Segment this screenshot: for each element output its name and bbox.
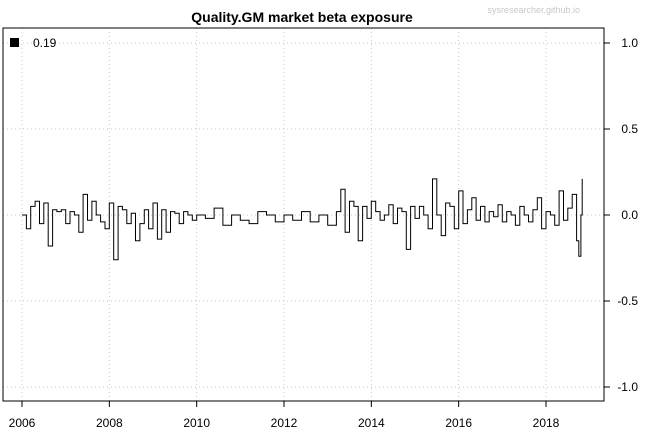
y-tick-label: -1.0 bbox=[617, 380, 638, 394]
y-tick-label: -0.5 bbox=[617, 294, 638, 308]
legend: 0.19 bbox=[10, 36, 57, 50]
x-tick-label: 2006 bbox=[9, 416, 36, 430]
x-axis: 2006 2008 2010 2012 2014 2016 2018 bbox=[9, 401, 560, 430]
series-line bbox=[22, 178, 583, 261]
x-tick-label: 2018 bbox=[533, 416, 560, 430]
chart-title: Quality.GM market beta exposure bbox=[191, 9, 413, 25]
x-tick-label: 2008 bbox=[96, 416, 123, 430]
x-tick-label: 2016 bbox=[445, 416, 472, 430]
y-tick-label: 0.0 bbox=[621, 208, 638, 222]
series-group bbox=[22, 178, 583, 261]
legend-label: 0.19 bbox=[33, 36, 57, 50]
legend-swatch bbox=[10, 38, 19, 47]
y-tick-label: 1.0 bbox=[621, 36, 638, 50]
y-tick-label: 0.5 bbox=[621, 122, 638, 136]
x-tick-label: 2014 bbox=[358, 416, 385, 430]
x-tick-label: 2010 bbox=[183, 416, 210, 430]
grid bbox=[3, 28, 604, 401]
x-tick-label: 2012 bbox=[271, 416, 298, 430]
y-axis: -1.0 -0.5 0.0 0.5 1.0 bbox=[604, 36, 638, 394]
watermark: sysresearcher.github.io bbox=[487, 5, 580, 15]
